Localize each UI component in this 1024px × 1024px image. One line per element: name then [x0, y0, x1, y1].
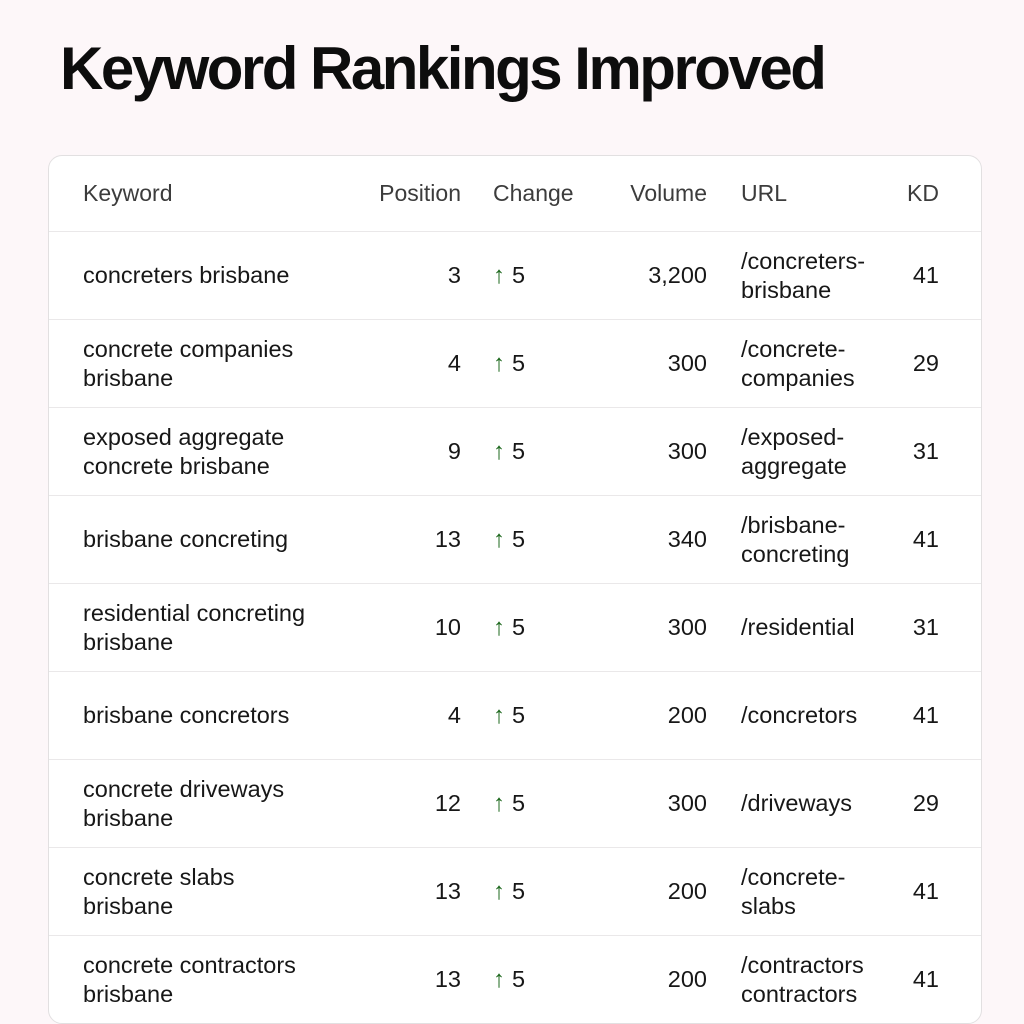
- cell-keyword: concrete driveways brisbane: [83, 775, 285, 831]
- cell-url: /driveways: [741, 790, 853, 817]
- cell-change: ↑ 5: [461, 349, 591, 378]
- up-arrow-icon: ↑: [493, 525, 505, 553]
- up-arrow-icon: ↑: [493, 701, 505, 729]
- change-value: 5: [512, 525, 526, 552]
- cell-position: 13: [434, 966, 461, 993]
- cell-keyword: brisbane concreting: [83, 526, 289, 553]
- cell-change: ↑ 5: [461, 525, 591, 554]
- cell-position: 4: [447, 350, 461, 377]
- cell-volume: 340: [667, 526, 707, 553]
- change-value: 5: [512, 261, 526, 288]
- table-row: concrete contractors brisbane 13 ↑ 5 200 …: [49, 935, 981, 1023]
- cell-url: /residential: [741, 614, 855, 641]
- column-header-change: Change: [493, 180, 574, 206]
- change-value: 5: [512, 789, 526, 816]
- table-row: concrete slabs brisbane 13 ↑ 5 200 /concr…: [49, 847, 981, 935]
- cell-url: /exposed-aggregate: [741, 423, 847, 479]
- cell-position: 9: [447, 438, 461, 465]
- table-row: concreters brisbane 3 ↑ 5 3,200 /concrete…: [49, 231, 981, 319]
- change-value: 5: [512, 613, 526, 640]
- cell-volume: 200: [667, 878, 707, 905]
- cell-change: ↑ 5: [461, 613, 591, 642]
- table-row: concrete driveways brisbane 12 ↑ 5 300 /d…: [49, 759, 981, 847]
- cell-kd: 41: [912, 262, 939, 289]
- cell-change: ↑ 5: [461, 437, 591, 466]
- table-header-row: Keyword Position Change Volume URL KD: [49, 156, 981, 231]
- cell-volume: 300: [667, 438, 707, 465]
- table-body: concreters brisbane 3 ↑ 5 3,200 /concrete…: [49, 231, 981, 1023]
- cell-kd: 31: [912, 438, 939, 465]
- cell-kd: 41: [912, 702, 939, 729]
- up-arrow-icon: ↑: [493, 349, 505, 377]
- cell-volume: 300: [667, 614, 707, 641]
- cell-url: /concrete-companies: [741, 335, 855, 391]
- cell-kd: 41: [912, 526, 939, 553]
- cell-url: /brisbane-concreting: [741, 511, 850, 567]
- cell-kd: 41: [912, 966, 939, 993]
- cell-kd: 29: [912, 350, 939, 377]
- cell-change: ↑ 5: [461, 261, 591, 290]
- change-value: 5: [512, 701, 526, 728]
- cell-position: 13: [434, 526, 461, 553]
- cell-volume: 300: [667, 790, 707, 817]
- cell-position: 4: [447, 702, 461, 729]
- cell-url: /concreters-brisbane: [741, 247, 866, 303]
- change-value: 5: [512, 437, 526, 464]
- cell-position: 10: [434, 614, 461, 641]
- table-row: exposed aggregate concrete brisbane 9 ↑ 5…: [49, 407, 981, 495]
- cell-position: 13: [434, 878, 461, 905]
- cell-change: ↑ 5: [461, 877, 591, 906]
- table-row: residential concreting brisbane 10 ↑ 5 30…: [49, 583, 981, 671]
- cell-url: /contractors contractors: [741, 951, 864, 1007]
- cell-position: 3: [447, 262, 461, 289]
- cell-change: ↑ 5: [461, 965, 591, 994]
- cell-keyword: concrete companies brisbane: [83, 335, 294, 391]
- change-value: 5: [512, 877, 526, 904]
- table-row: concrete companies brisbane 4 ↑ 5 300 /co…: [49, 319, 981, 407]
- up-arrow-icon: ↑: [493, 613, 505, 641]
- cell-keyword: brisbane concretors: [83, 702, 290, 729]
- cell-url: /concrete-slabs: [741, 863, 846, 919]
- column-header-url: URL: [741, 180, 788, 206]
- up-arrow-icon: ↑: [493, 877, 505, 905]
- cell-keyword: exposed aggregate concrete brisbane: [83, 423, 285, 479]
- cell-volume: 3,200: [648, 262, 707, 289]
- cell-keyword: residential concreting brisbane: [83, 599, 306, 655]
- cell-volume: 300: [667, 350, 707, 377]
- cell-volume: 200: [667, 966, 707, 993]
- cell-url: /concretors: [741, 702, 858, 729]
- cell-kd: 41: [912, 878, 939, 905]
- rankings-table-card: Keyword Position Change Volume URL KD co…: [48, 155, 982, 1024]
- table-header: Keyword Position Change Volume URL KD: [49, 156, 981, 231]
- cell-volume: 200: [667, 702, 707, 729]
- cell-kd: 29: [912, 790, 939, 817]
- column-header-volume: Volume: [630, 180, 707, 206]
- cell-change: ↑ 5: [461, 701, 591, 730]
- column-header-position: Position: [379, 180, 461, 206]
- column-header-kd: KD: [907, 180, 939, 206]
- cell-position: 12: [434, 790, 461, 817]
- change-value: 5: [512, 965, 526, 992]
- column-header-keyword: Keyword: [83, 180, 173, 206]
- cell-keyword: concreters brisbane: [83, 262, 290, 289]
- cell-kd: 31: [912, 614, 939, 641]
- cell-keyword: concrete contractors brisbane: [83, 951, 296, 1007]
- cell-keyword: concrete slabs brisbane: [83, 863, 235, 919]
- up-arrow-icon: ↑: [493, 261, 505, 289]
- up-arrow-icon: ↑: [493, 965, 505, 993]
- table-row: brisbane concretors 4 ↑ 5 200 /concretors…: [49, 671, 981, 759]
- table-row: brisbane concreting 13 ↑ 5 340 /brisbane-…: [49, 495, 981, 583]
- up-arrow-icon: ↑: [493, 437, 505, 465]
- change-value: 5: [512, 349, 526, 376]
- cell-change: ↑ 5: [461, 789, 591, 818]
- page-title: Keyword Rankings Improved: [60, 35, 827, 102]
- up-arrow-icon: ↑: [493, 789, 505, 817]
